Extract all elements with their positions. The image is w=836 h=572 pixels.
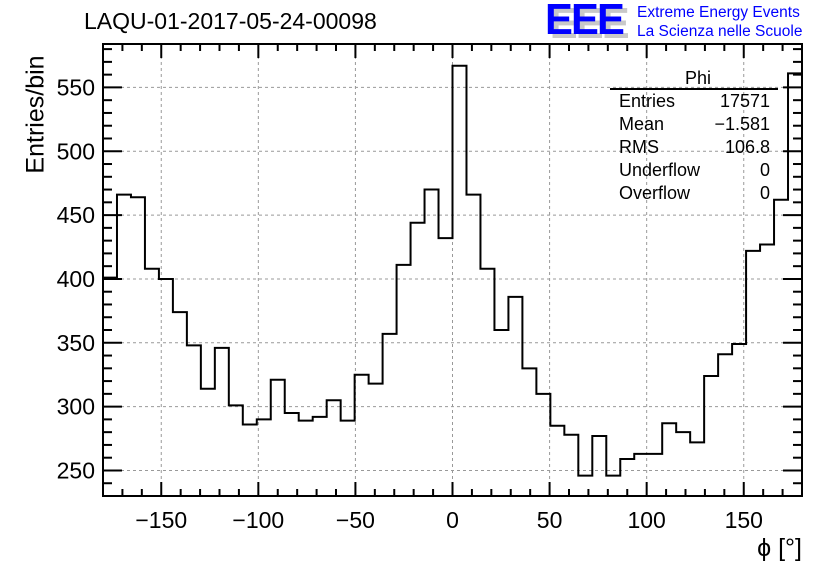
- histogram-bin: [173, 312, 187, 496]
- histogram-bin: [439, 238, 453, 496]
- histogram-bin: [536, 394, 550, 496]
- logo-text: Extreme Energy Events La Scienza nelle S…: [637, 3, 802, 41]
- stats-value: 0: [759, 183, 770, 203]
- x-tick-label: −50: [336, 507, 375, 533]
- stats-row: Overflow 0: [610, 182, 778, 205]
- histogram-bin: [327, 400, 341, 496]
- histogram-bin: [411, 223, 425, 496]
- histogram-bin: [760, 244, 774, 496]
- y-tick-label: 550: [57, 74, 95, 100]
- histogram-bin: [718, 354, 732, 496]
- histogram-bin: [397, 265, 411, 496]
- histogram-bin: [103, 278, 117, 496]
- stats-row: Entries 17571: [610, 90, 778, 113]
- histogram-bin: [215, 348, 229, 496]
- histogram-bin: [243, 424, 257, 496]
- y-tick-label: 450: [57, 202, 95, 228]
- histogram-bin: [620, 459, 634, 496]
- logo-line-2: La Scienza nelle Scuole: [637, 23, 803, 40]
- histogram-bin: [522, 368, 536, 496]
- histogram-bin: [634, 454, 648, 496]
- histogram-bin: [774, 200, 788, 496]
- histogram-bin: [299, 421, 313, 496]
- histogram-bin: [383, 334, 397, 496]
- histogram-bin: [117, 195, 131, 496]
- histogram-bin: [592, 436, 606, 496]
- histogram-bin: [494, 330, 508, 496]
- histogram-bin: [732, 344, 746, 496]
- logo-line-1: Extreme Energy Events: [637, 4, 800, 21]
- x-tick-label: 150: [725, 507, 763, 533]
- histogram-bin: [145, 269, 159, 496]
- stats-value: 0: [759, 160, 770, 180]
- stats-label: Overflow: [619, 183, 691, 203]
- stats-label: Underflow: [619, 160, 701, 180]
- histogram-bin: [690, 442, 704, 496]
- histogram-bin: [550, 426, 564, 496]
- histogram-bin: [313, 417, 327, 496]
- x-tick-label: 100: [627, 507, 665, 533]
- histogram-bin: [676, 432, 690, 496]
- histogram-bin: [704, 376, 718, 496]
- stats-label: Mean: [619, 114, 665, 134]
- histogram-bin: [648, 454, 662, 496]
- histogram-bin: [564, 435, 578, 496]
- histogram-bin: [453, 66, 467, 496]
- y-tick-label: 250: [57, 457, 95, 483]
- stats-value: 106.8: [724, 137, 770, 157]
- stats-value: 17571: [719, 91, 770, 111]
- histogram-bin: [355, 375, 369, 496]
- histogram-bin: [187, 345, 201, 496]
- x-tick-label: −150: [135, 507, 187, 533]
- histogram-bin: [229, 405, 243, 496]
- histogram-line: [103, 64, 802, 477]
- stats-row: Mean −1.581: [610, 113, 778, 136]
- histogram-bin: [662, 423, 676, 496]
- eee-logo: EEE: [545, 0, 635, 44]
- histogram-bin: [341, 421, 355, 496]
- stats-value: −1.581: [714, 114, 770, 134]
- stats-row: RMS 106.8: [610, 136, 778, 159]
- y-tick-label: 350: [57, 330, 95, 356]
- x-tick-label: 50: [537, 507, 563, 533]
- stats-box: Phi Entries 17571 Mean −1.581 RMS 106.8 Underf…: [610, 68, 778, 205]
- stats-label: RMS: [619, 137, 659, 157]
- chart-title: LAQU-01-2017-05-24-00098: [84, 8, 377, 34]
- histogram-bin: [201, 389, 215, 496]
- stats-title: Phi: [610, 68, 778, 90]
- histogram-bin: [425, 190, 439, 496]
- y-tick-label: 500: [57, 138, 95, 164]
- y-axis-label: Entries/bin: [21, 55, 50, 174]
- x-tick-label: −100: [232, 507, 284, 533]
- histogram-bin: [271, 380, 285, 496]
- histogram-bin: [578, 476, 592, 496]
- plot-frame: [102, 43, 803, 497]
- stats-label: Entries: [619, 91, 676, 111]
- histogram-bin: [508, 297, 522, 496]
- histogram-bin: [606, 476, 620, 496]
- histogram-bin: [285, 413, 299, 496]
- histogram-bin: [746, 251, 760, 496]
- x-axis-label: ϕ [°]: [757, 534, 802, 562]
- x-tick-label: 0: [446, 507, 459, 533]
- histogram-bin: [466, 195, 480, 496]
- histogram-bin: [369, 384, 383, 496]
- logo-letters: EEE: [545, 0, 625, 44]
- y-tick-label: 400: [57, 266, 95, 292]
- y-tick-label: 300: [57, 394, 95, 420]
- histogram-bin: [257, 419, 271, 496]
- histogram-bin: [480, 269, 494, 496]
- histogram-bin: [788, 73, 802, 496]
- stats-row: Underflow 0: [610, 159, 778, 182]
- histogram-bin: [131, 197, 145, 496]
- histogram-bin: [159, 279, 173, 496]
